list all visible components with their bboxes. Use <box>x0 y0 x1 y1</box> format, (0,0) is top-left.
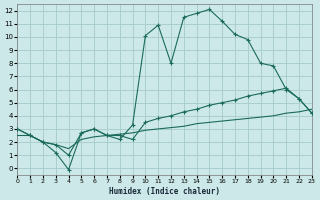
X-axis label: Humidex (Indice chaleur): Humidex (Indice chaleur) <box>109 187 220 196</box>
